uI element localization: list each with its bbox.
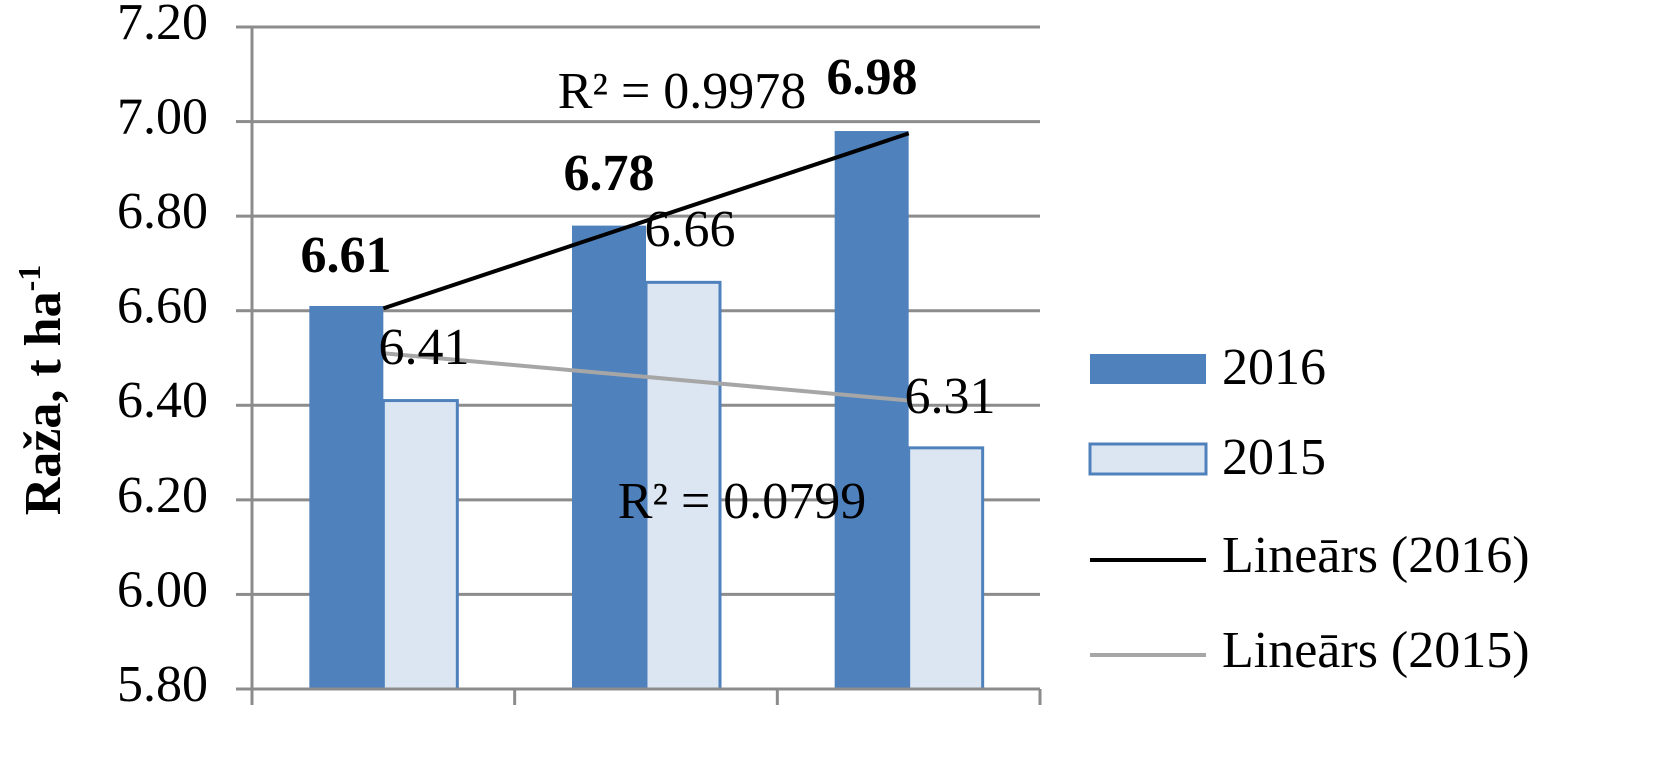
r-squared-label: R² = 0.0799 bbox=[618, 473, 867, 530]
bar-2015 bbox=[381, 399, 459, 691]
legend-swatch-2016 bbox=[1090, 354, 1206, 384]
y-tick-label: 5.80 bbox=[117, 656, 208, 713]
y-tick-label: 6.60 bbox=[117, 278, 208, 335]
trendline bbox=[382, 131, 910, 311]
y-tick-label: 6.80 bbox=[117, 183, 208, 240]
legend-label: 2015 bbox=[1222, 429, 1326, 486]
legend-label: Lineārs (2015) bbox=[1222, 622, 1530, 679]
axes: 5.80 6.00 6.20 6.40 6.60 6.80 7.00 7.20 Raža, t … bbox=[11, 0, 1042, 713]
bar-2016 bbox=[572, 225, 646, 689]
legend-label: 2016 bbox=[1222, 339, 1326, 396]
bar-2016 bbox=[834, 131, 909, 689]
data-labels: 6.61 6.78 6.98 6.41 6.66 6.31 R² = 0.9978 R² = … bbox=[301, 49, 996, 530]
data-label: 6.41 bbox=[379, 319, 470, 376]
bar-2016 bbox=[309, 305, 384, 689]
y-tick-label: 6.20 bbox=[117, 467, 208, 524]
legend-swatch-2015 bbox=[1088, 442, 1208, 476]
y-tick-label: 7.00 bbox=[117, 89, 208, 146]
y-tick-label: 6.00 bbox=[117, 561, 208, 618]
bars bbox=[309, 131, 985, 691]
y-tick-label: 6.40 bbox=[117, 372, 208, 429]
y-axis-title-text: Raža, t ha bbox=[15, 291, 72, 515]
y-axis-title: Raža, t ha-1 bbox=[11, 265, 72, 516]
data-label: 6.61 bbox=[301, 227, 392, 284]
y-tick-label: 7.20 bbox=[117, 0, 208, 51]
data-label: 6.78 bbox=[564, 145, 655, 202]
bar-2015 bbox=[907, 446, 985, 691]
trendlines bbox=[382, 131, 910, 403]
data-label: 6.98 bbox=[827, 49, 918, 106]
legend: 2016 2015 Lineārs (2016) Lineārs (2015) bbox=[1088, 339, 1530, 679]
y-axis-title-superscript: -1 bbox=[11, 265, 47, 292]
legend-label: Lineārs (2016) bbox=[1222, 527, 1530, 584]
data-label: 6.31 bbox=[905, 368, 996, 425]
trendline bbox=[383, 351, 909, 403]
r-squared-label: R² = 0.9978 bbox=[558, 63, 807, 120]
data-label: 6.66 bbox=[645, 201, 736, 258]
